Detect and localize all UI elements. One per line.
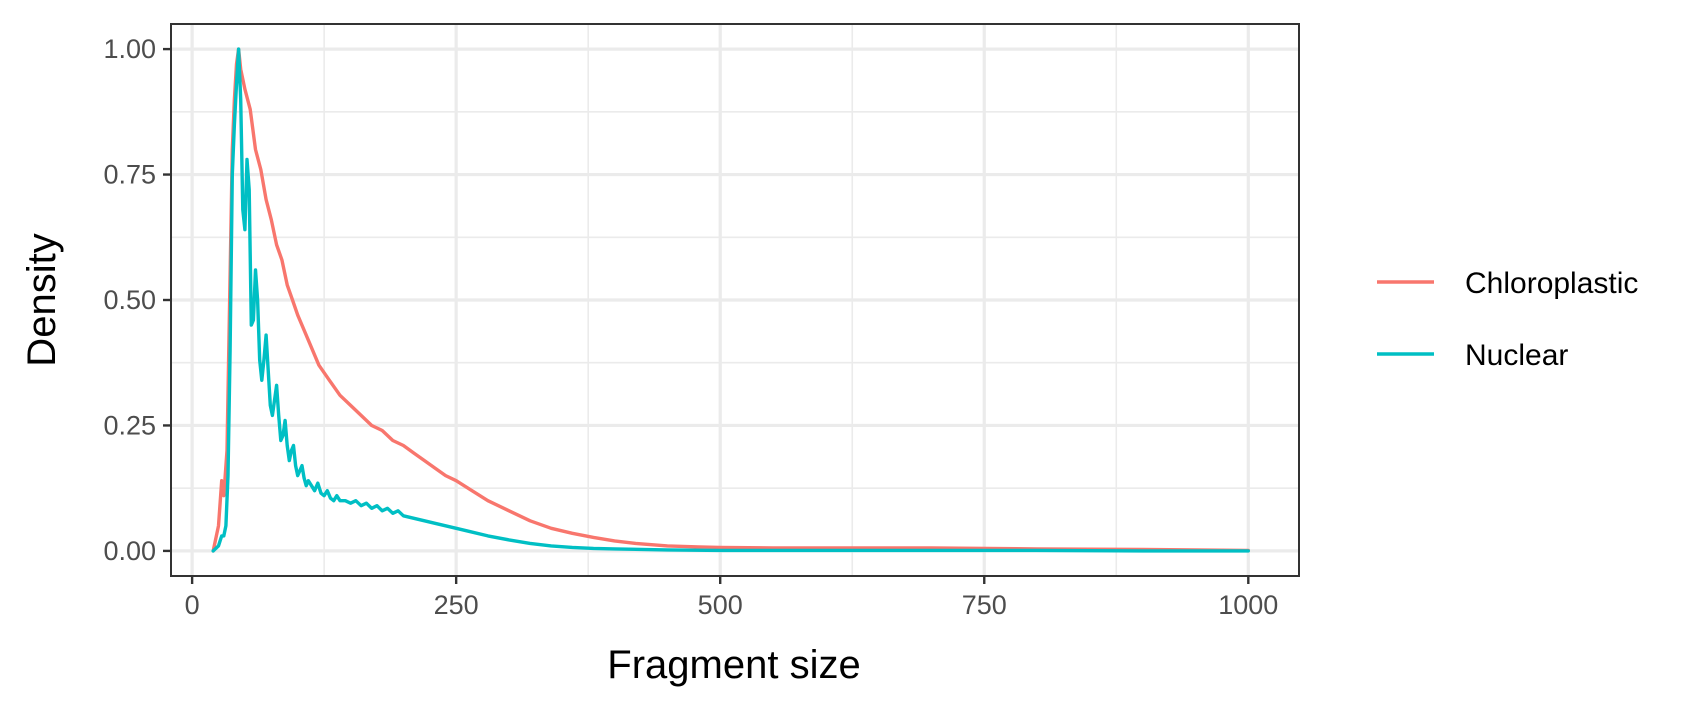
y-tick-label: 1.00 xyxy=(103,34,156,64)
series-lines xyxy=(211,47,1251,553)
y-axis: 0.00 0.25 0.50 0.75 1.00 xyxy=(103,34,171,566)
y-tick-label: 0.50 xyxy=(103,285,156,315)
x-axis-title: Fragment size xyxy=(607,643,860,687)
y-tick-label: 0.75 xyxy=(103,160,156,190)
x-axis: 0 250 500 750 1000 xyxy=(185,576,1278,620)
y-tick-label: 0.00 xyxy=(103,536,156,566)
x-tick-label: 0 xyxy=(185,590,200,620)
x-tick-label: 750 xyxy=(962,590,1007,620)
x-tick-label: 500 xyxy=(698,590,743,620)
legend: Chloroplastic Nuclear xyxy=(1377,267,1638,372)
x-tick-label: 250 xyxy=(434,590,479,620)
x-tick-label: 1000 xyxy=(1218,590,1278,620)
y-axis-title: Density xyxy=(20,233,64,366)
legend-label-nuclear: Nuclear xyxy=(1465,339,1568,372)
series-line-nuclear xyxy=(211,47,1251,553)
y-tick-label: 0.25 xyxy=(103,410,156,440)
legend-label-chloroplastic: Chloroplastic xyxy=(1465,267,1638,300)
